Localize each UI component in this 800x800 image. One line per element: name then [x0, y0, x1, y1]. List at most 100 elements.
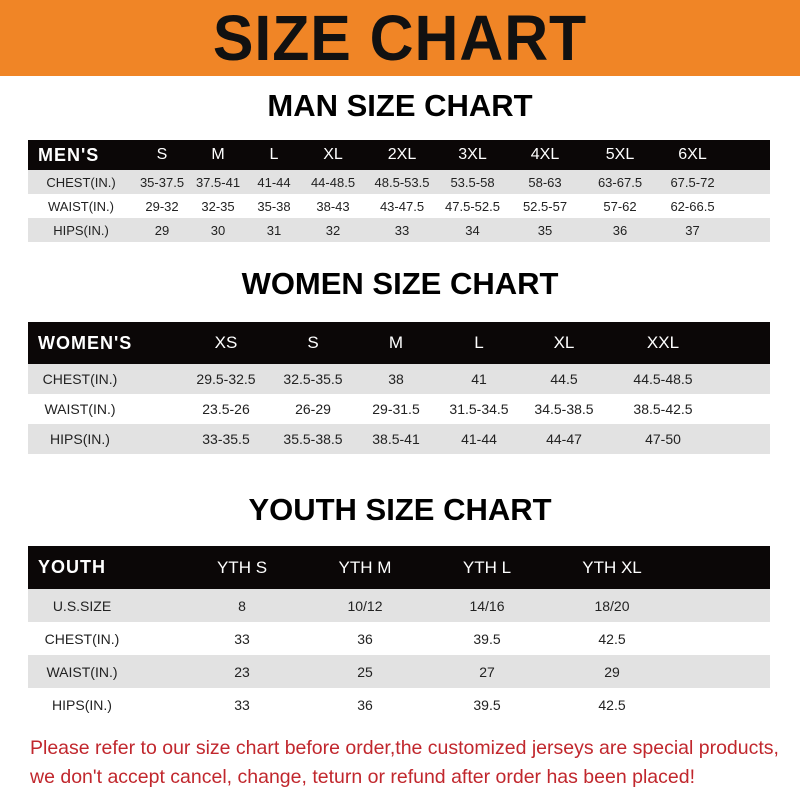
table-cell: M	[211, 146, 225, 163]
youth-section-title: YOUTH SIZE CHART	[248, 492, 552, 527]
table-cell: 63-67.5	[597, 174, 643, 190]
table-cell: 33-35.5	[202, 431, 250, 447]
table-cell: 31	[266, 222, 282, 238]
table-cell: 38	[388, 371, 404, 387]
table-row: U.S.SIZE 8 10/12 14/16 18/20	[28, 589, 770, 622]
table-cell: 5XL	[605, 146, 635, 163]
table-header-row: MEN'S S M L XL 2XL 3XL 4XL 5XL 6XL	[28, 140, 770, 170]
table-cell: 34.5-38.5	[534, 401, 594, 417]
row-label: HIPS(IN.)	[53, 222, 109, 238]
table-cell: M	[388, 333, 404, 352]
table-row: WAIST(IN.) 29-32 32-35 35-38 38-43 43-47.5 47.…	[28, 194, 770, 218]
table-cell: 32	[325, 222, 341, 238]
table-cell: 41	[471, 371, 487, 387]
table-cell: XL	[323, 146, 343, 163]
table-cell: 36	[357, 630, 373, 647]
table-header-row: YOUTH YTH S YTH M YTH L YTH XL	[28, 546, 770, 589]
notice-line-1: Please refer to our size chart before or…	[30, 737, 779, 759]
table-cell: 30	[210, 222, 226, 238]
table-cell: 29	[154, 222, 170, 238]
table-cell: 35	[537, 222, 553, 238]
table-cell: L	[269, 146, 279, 163]
table-cell: 10/12	[347, 597, 383, 614]
table-cell: 33	[394, 222, 410, 238]
table-cell: 44.5	[550, 371, 578, 387]
women-size-table: WOMEN'S XS S M L XL XXL CHEST(IN.) 29.5-32.5 32.5…	[28, 322, 770, 454]
table-cell: 2XL	[387, 146, 417, 163]
row-label: CHEST(IN.)	[42, 371, 118, 387]
table-cell: 38-43	[316, 198, 350, 214]
row-label: U.S.SIZE	[52, 597, 112, 614]
table-cell: XL	[553, 333, 575, 352]
table-cell: 14/16	[469, 597, 505, 614]
table-cell: 29.5-32.5	[196, 371, 256, 387]
table-cell: 44-48.5	[310, 174, 356, 190]
table-cell: 18/20	[594, 597, 630, 614]
table-cell: 33	[234, 696, 250, 713]
row-label: WAIST(IN.)	[46, 663, 118, 680]
table-cell: S	[156, 146, 168, 163]
table-cell: 47-50	[645, 431, 681, 447]
table-cell: XXL	[646, 333, 680, 352]
men-size-table: MEN'S S M L XL 2XL 3XL 4XL 5XL 6XL CHEST(IN.) 35-37…	[28, 140, 770, 242]
row-label: HIPS(IN.)	[52, 696, 112, 713]
table-row: HIPS(IN.) 33 36 39.5 42.5	[28, 688, 770, 721]
table-row: CHEST(IN.) 33 36 39.5 42.5	[28, 622, 770, 655]
row-label: MEN'S	[38, 144, 100, 165]
table-cell: 36	[357, 696, 373, 713]
table-cell: 35.5-38.5	[283, 431, 343, 447]
table-cell: 53.5-58	[450, 174, 495, 190]
table-cell: 8	[238, 597, 246, 614]
row-label: HIPS(IN.)	[50, 431, 110, 447]
table-cell: 47.5-52.5	[445, 198, 500, 214]
table-cell: YTH S	[216, 557, 268, 577]
table-cell: XS	[214, 333, 238, 352]
table-cell: 23	[234, 663, 250, 680]
youth-size-table: YOUTH YTH S YTH M YTH L YTH XL U.S.SIZE 8 10/12…	[28, 546, 770, 721]
row-label: CHEST(IN.)	[46, 174, 116, 190]
table-cell: 29-31.5	[372, 401, 420, 417]
row-label: WOMEN'S	[38, 332, 133, 353]
table-cell: 42.5	[598, 630, 626, 647]
table-cell: YTH L	[462, 557, 512, 577]
table-row: HIPS(IN.) 29 30 31 32 33 34 35 36 37	[28, 218, 770, 242]
table-cell: 23.5-26	[202, 401, 250, 417]
table-cell: YTH XL	[582, 557, 642, 577]
table-cell: 6XL	[678, 146, 707, 163]
table-cell: 62-66.5	[670, 198, 715, 214]
table-row: WAIST(IN.) 23.5-26 26-29 29-31.5 31.5-34.5 34…	[28, 394, 770, 424]
table-cell: 29	[604, 663, 620, 680]
table-cell: 41-44	[257, 174, 291, 190]
table-cell: 33	[234, 630, 250, 647]
table-cell: 37	[685, 222, 700, 238]
table-cell: 43-47.5	[379, 198, 425, 214]
table-cell: 52.5-57	[522, 198, 568, 214]
table-cell: L	[474, 333, 484, 352]
table-cell: 4XL	[530, 146, 560, 163]
notice-line-2: we don't accept cancel, change, teturn o…	[30, 766, 695, 788]
table-cell: 3XL	[458, 146, 487, 163]
table-cell: 25	[357, 663, 373, 680]
title-banner: SIZE CHART	[0, 0, 800, 76]
order-notice: Please refer to our size chart before or…	[30, 734, 790, 792]
table-row: WAIST(IN.) 23 25 27 29	[28, 655, 770, 688]
table-cell: 44.5-48.5	[633, 371, 693, 387]
table-cell: 44-47	[546, 431, 582, 447]
table-cell: 38.5-42.5	[633, 401, 693, 417]
men-section-title: MAN SIZE CHART	[267, 88, 533, 123]
table-cell: 67.5-72	[670, 174, 715, 190]
table-cell: 31.5-34.5	[449, 401, 509, 417]
table-cell: 48.5-53.5	[374, 174, 430, 190]
row-label: YOUTH	[38, 557, 106, 577]
table-row: CHEST(IN.) 35-37.5 37.5-41 41-44 44-48.5 48.5…	[28, 170, 770, 194]
table-row: HIPS(IN.) 33-35.5 35.5-38.5 38.5-41 41-44 44-…	[28, 424, 770, 454]
page-title: SIZE CHART	[212, 2, 588, 74]
table-cell: 35-38	[257, 198, 291, 214]
table-cell: 42.5	[598, 696, 626, 713]
table-cell: 29-32	[145, 198, 179, 214]
table-cell: YTH M	[338, 557, 392, 577]
table-header-row: WOMEN'S XS S M L XL XXL	[28, 322, 770, 364]
table-row: CHEST(IN.) 29.5-32.5 32.5-35.5 38 41 44.5 44.5…	[28, 364, 770, 394]
table-cell: 26-29	[295, 401, 331, 417]
row-label: CHEST(IN.)	[44, 630, 120, 647]
